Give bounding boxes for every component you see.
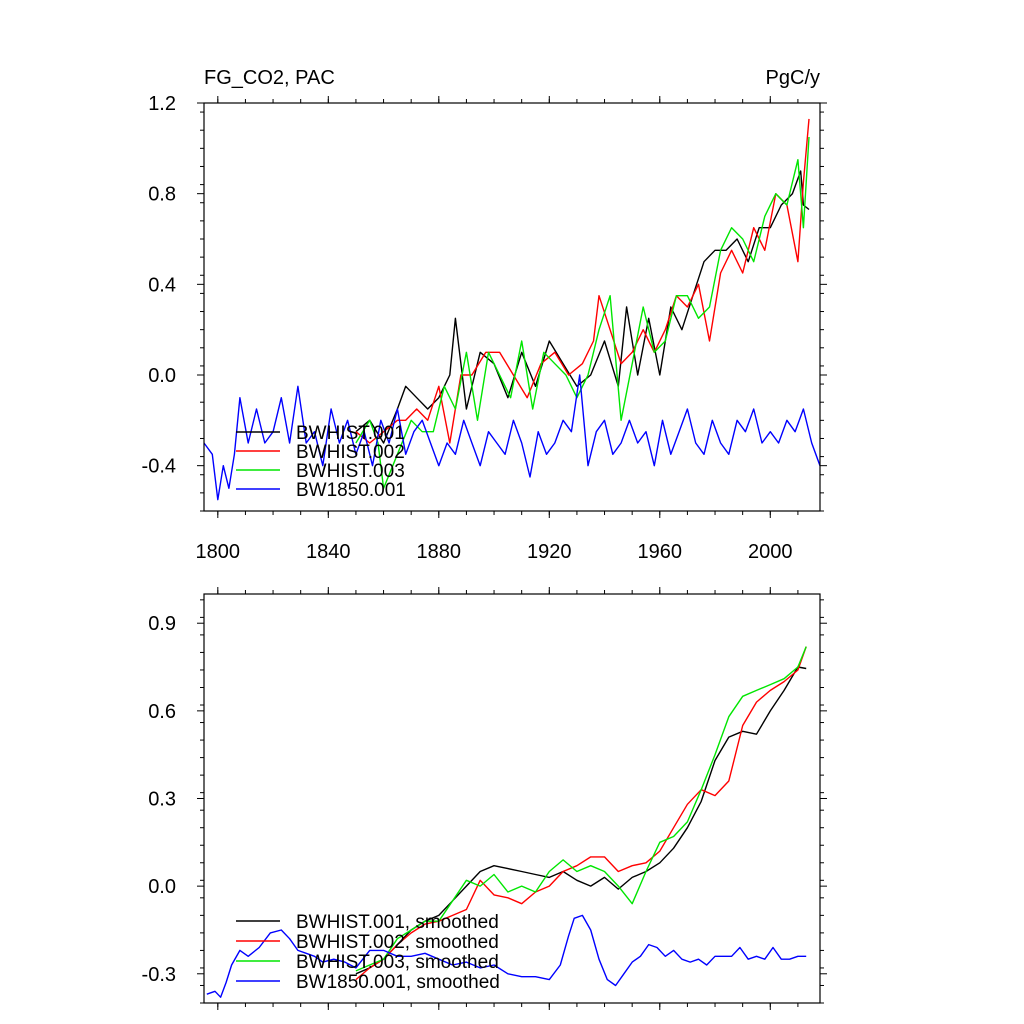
top-xtick-label: 1920 <box>527 541 572 563</box>
top-ytick-label: 1.2 <box>148 93 176 115</box>
top-legend-label: BWHIST.003 <box>296 461 405 482</box>
top-xtick-label: 2000 <box>748 541 793 563</box>
top-legend-label: BWHIST.002 <box>296 442 405 463</box>
bottom-ytick-label: -0.3 <box>142 964 176 986</box>
bottom-panel-ticks: -0.3 0.0 0.3 0.6 0.9 <box>142 587 827 1010</box>
top-ytick-label: -0.4 <box>142 456 176 478</box>
top-series-line-bwhist-001 <box>355 170 810 444</box>
top-ytick-label: 0.4 <box>148 274 176 296</box>
top-series-line-bwhist-003 <box>355 136 810 489</box>
top-panel-series <box>204 118 820 501</box>
top-ytick-label: 0.0 <box>148 365 176 387</box>
top-series-line-bw1850-001 <box>204 374 820 501</box>
bottom-ytick-label: 0.3 <box>148 789 176 811</box>
top-panel: FG_CO2, PAC PgC/y -0.4 0.0 0.4 0.8 1.2 1800 18… <box>142 67 827 563</box>
top-panel-ticks: -0.4 0.0 0.4 0.8 1.2 1800 1840 1880 1920 1960 2000 <box>142 93 827 563</box>
bottom-ytick-label: 0.9 <box>148 613 176 635</box>
top-panel-frame <box>203 102 821 512</box>
top-series-line-bwhist-002 <box>355 118 810 444</box>
bottom-legend-label: BW1850.001, smoothed <box>296 972 500 993</box>
top-xtick-label: 1960 <box>638 541 683 563</box>
bottom-series-line-bwhist-003-smoothed <box>355 646 807 972</box>
top-xtick-label: 1800 <box>196 541 241 563</box>
bottom-legend-label: BWHIST.003, smoothed <box>296 952 499 973</box>
bottom-legend-label: BWHIST.001, smoothed <box>296 912 499 933</box>
bottom-panel: -0.30.00.30.60.9 BWHIST.001, smoothedBWH… <box>142 587 827 1010</box>
top-ytick-label: 0.8 <box>148 184 176 206</box>
bottom-panel-frame <box>203 593 821 1004</box>
bottom-series-line-bwhist-002-smoothed <box>355 646 807 981</box>
top-panel-units: PgC/y <box>766 67 820 89</box>
bottom-ytick-label: 0.0 <box>148 876 176 898</box>
bottom-series-line-bw1850-001-smoothed <box>206 914 807 998</box>
top-xtick-label: 1840 <box>306 541 351 563</box>
top-panel-title: FG_CO2, PAC <box>204 67 335 89</box>
bottom-ytick-label: 0.6 <box>148 701 176 723</box>
bottom-legend-label: BWHIST.002, smoothed <box>296 932 499 953</box>
top-xtick-label: 1880 <box>417 541 462 563</box>
top-legend-label: BWHIST.001 <box>296 423 405 444</box>
top-legend-label: BW1850.001 <box>296 480 406 501</box>
bottom-panel-series <box>206 646 807 998</box>
bottom-series-line-bwhist-001-smoothed <box>355 666 807 975</box>
